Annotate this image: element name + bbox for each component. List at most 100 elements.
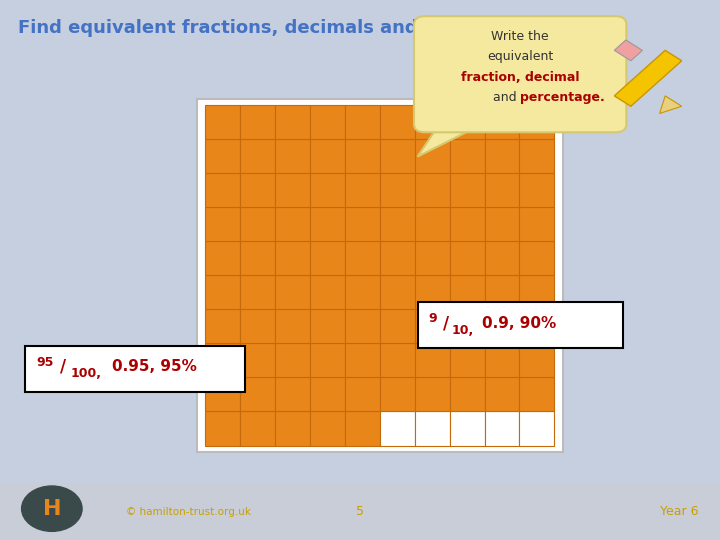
Bar: [240, 105, 275, 139]
Bar: [485, 241, 520, 275]
Bar: [345, 207, 380, 241]
Bar: [485, 377, 520, 411]
Text: H: H: [42, 498, 61, 519]
Bar: [485, 139, 520, 173]
Bar: [449, 411, 485, 446]
Text: 100,: 100,: [71, 367, 102, 381]
Polygon shape: [614, 50, 682, 106]
Text: 5: 5: [356, 505, 364, 518]
Bar: [449, 309, 485, 343]
Bar: [275, 343, 310, 377]
Bar: [520, 275, 554, 309]
Bar: [240, 139, 275, 173]
Bar: [449, 343, 485, 377]
Bar: [415, 411, 449, 446]
Text: 0.95, 95%: 0.95, 95%: [112, 359, 197, 374]
Bar: [310, 173, 345, 207]
Text: Write the: Write the: [491, 30, 549, 43]
Bar: [485, 411, 520, 446]
Bar: [415, 173, 449, 207]
Bar: [485, 275, 520, 309]
Bar: [380, 343, 415, 377]
Text: equivalent: equivalent: [487, 50, 554, 63]
Bar: [485, 207, 520, 241]
Bar: [345, 139, 380, 173]
Bar: [449, 207, 485, 241]
Bar: [520, 139, 554, 173]
Bar: [310, 275, 345, 309]
Text: 10,: 10,: [451, 324, 474, 338]
Bar: [275, 309, 310, 343]
Bar: [310, 139, 345, 173]
Bar: [415, 241, 449, 275]
Bar: [380, 309, 415, 343]
Bar: [310, 207, 345, 241]
Text: percentage.: percentage.: [520, 91, 605, 104]
Bar: [415, 139, 449, 173]
Bar: [520, 377, 554, 411]
Bar: [415, 343, 449, 377]
Bar: [449, 377, 485, 411]
Bar: [205, 241, 240, 275]
Bar: [520, 207, 554, 241]
Bar: [240, 343, 275, 377]
Bar: [275, 173, 310, 207]
FancyBboxPatch shape: [197, 99, 563, 452]
Bar: [380, 207, 415, 241]
Bar: [345, 173, 380, 207]
FancyBboxPatch shape: [414, 16, 626, 132]
Bar: [275, 139, 310, 173]
Bar: [205, 173, 240, 207]
FancyBboxPatch shape: [25, 346, 245, 392]
Bar: [240, 377, 275, 411]
Bar: [310, 377, 345, 411]
Polygon shape: [614, 40, 642, 61]
Text: 9: 9: [428, 312, 437, 326]
Bar: [380, 139, 415, 173]
Bar: [205, 275, 240, 309]
Bar: [485, 105, 520, 139]
Bar: [345, 411, 380, 446]
Bar: [449, 173, 485, 207]
Bar: [520, 309, 554, 343]
Text: 95: 95: [36, 355, 53, 369]
Bar: [415, 207, 449, 241]
Text: /: /: [60, 357, 66, 375]
Bar: [380, 105, 415, 139]
Bar: [345, 377, 380, 411]
Bar: [0, 483, 720, 540]
Bar: [310, 343, 345, 377]
Bar: [520, 343, 554, 377]
Bar: [240, 241, 275, 275]
Bar: [240, 275, 275, 309]
Polygon shape: [660, 96, 682, 113]
Bar: [345, 275, 380, 309]
Bar: [520, 173, 554, 207]
Bar: [345, 309, 380, 343]
Bar: [380, 173, 415, 207]
Bar: [449, 241, 485, 275]
Bar: [205, 343, 240, 377]
Bar: [275, 207, 310, 241]
Bar: [310, 105, 345, 139]
Bar: [205, 309, 240, 343]
Text: Year 6: Year 6: [660, 505, 698, 518]
Text: © hamilton-trust.org.uk: © hamilton-trust.org.uk: [126, 507, 251, 517]
Bar: [380, 241, 415, 275]
Bar: [205, 105, 240, 139]
Bar: [415, 105, 449, 139]
Bar: [485, 343, 520, 377]
Bar: [449, 105, 485, 139]
Bar: [240, 207, 275, 241]
Bar: [275, 241, 310, 275]
Bar: [380, 411, 415, 446]
Text: Find equivalent fractions, decimals and percentages.: Find equivalent fractions, decimals and …: [18, 19, 557, 37]
Bar: [345, 105, 380, 139]
FancyBboxPatch shape: [418, 302, 623, 348]
Bar: [485, 309, 520, 343]
Bar: [240, 411, 275, 446]
Polygon shape: [418, 124, 482, 157]
Bar: [449, 139, 485, 173]
Bar: [205, 411, 240, 446]
Bar: [415, 275, 449, 309]
